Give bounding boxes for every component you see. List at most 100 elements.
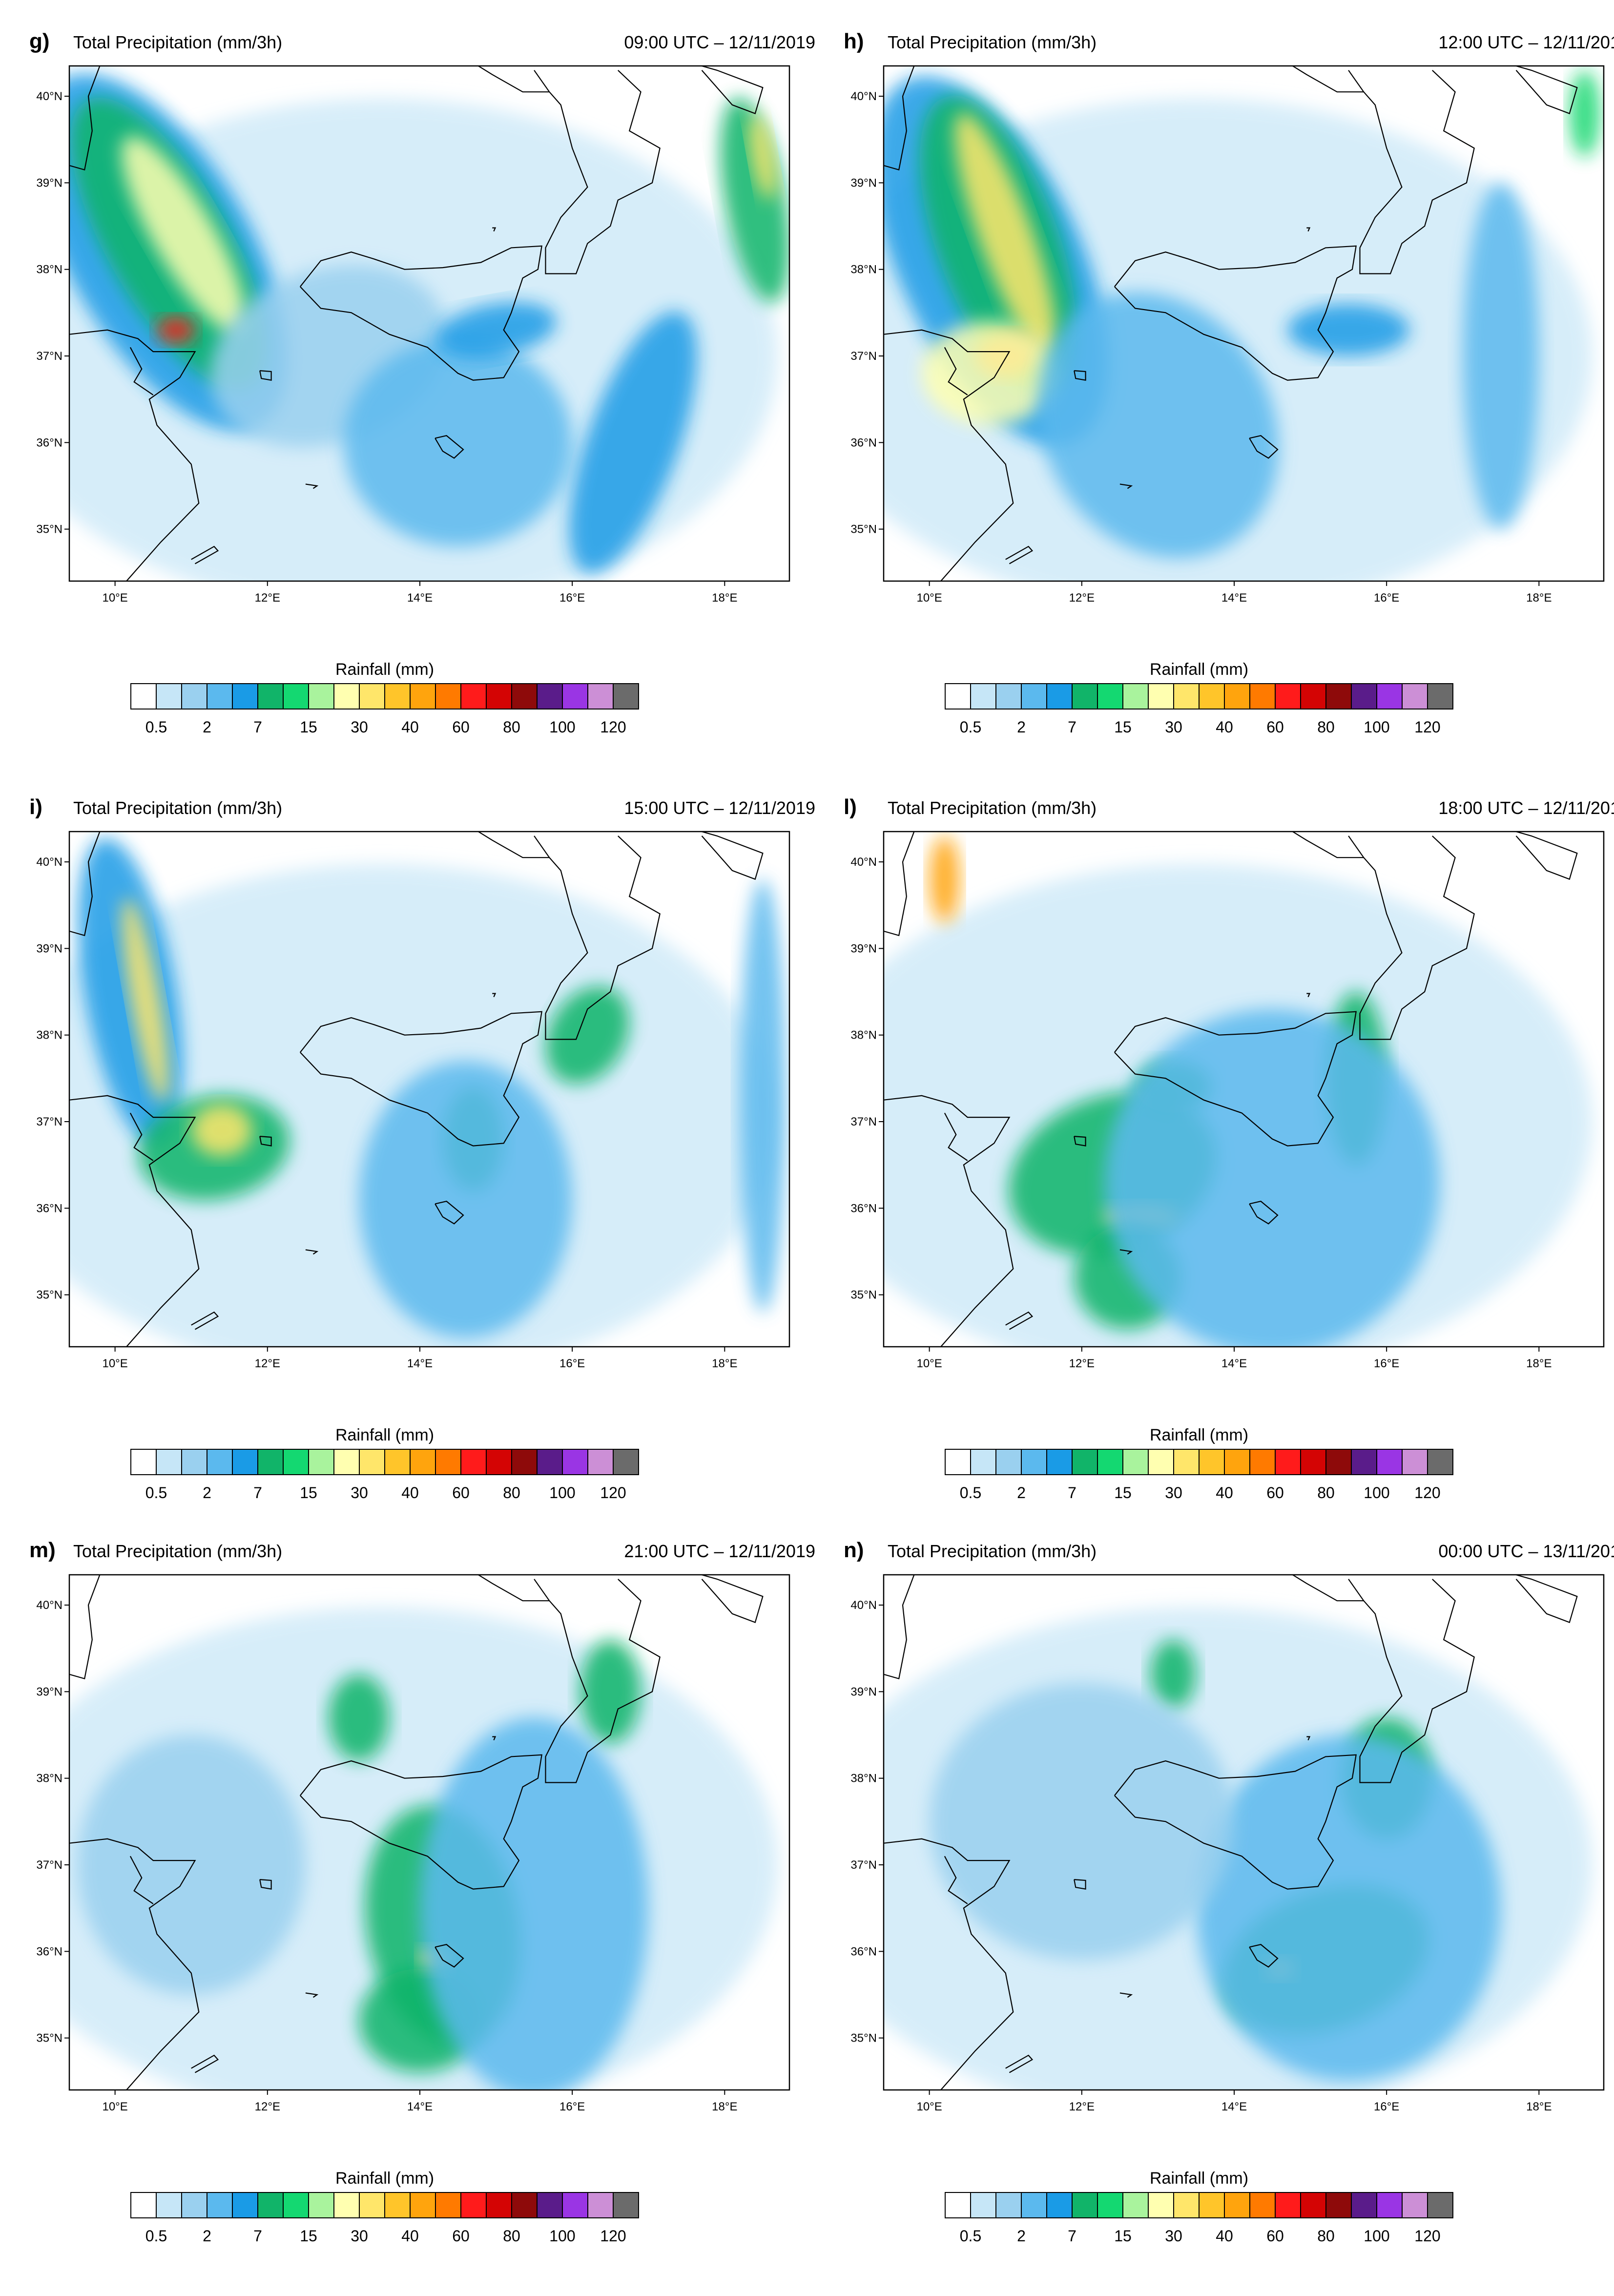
coastlines xyxy=(69,832,764,1347)
lon-label: 16°E xyxy=(1374,591,1399,605)
colorbar-cell xyxy=(410,683,436,710)
colorbar-cell xyxy=(1402,1449,1428,1475)
panel-title: Total Precipitation (mm/3h) xyxy=(888,1541,1097,1561)
panel-letter: l) xyxy=(844,795,857,819)
colorbar-cell xyxy=(486,683,512,710)
colorbar-tick: 60 xyxy=(452,1484,470,1502)
lat-label: 39°N xyxy=(36,1685,62,1698)
colorbar-cell xyxy=(537,683,563,710)
colorbar-cell xyxy=(232,683,258,710)
lon-label: 18°E xyxy=(1526,1357,1552,1370)
colorbar-tick: 120 xyxy=(1414,718,1440,736)
colorbar-cell xyxy=(1021,683,1047,710)
colorbar-cell xyxy=(1021,2192,1047,2218)
panel-m: m) Total Precipitation (mm/3h) 21:00 UTC… xyxy=(29,1538,820,2290)
colorbar-tick: 100 xyxy=(549,2227,575,2245)
lat-label: 36°N xyxy=(850,436,877,449)
colorbar-cell xyxy=(130,683,157,710)
colorbar-tick: 120 xyxy=(600,1484,626,1502)
lat-label: 38°N xyxy=(36,1029,62,1042)
colorbar-tick: 100 xyxy=(549,718,575,736)
panel-i: i) Total Precipitation (mm/3h) 15:00 UTC… xyxy=(29,795,820,1547)
colorbar-tick: 30 xyxy=(351,2227,368,2245)
map-frame xyxy=(883,65,1605,582)
colorbar-cell xyxy=(333,683,360,710)
colorbar-cell xyxy=(460,2192,487,2218)
lat-label: 40°N xyxy=(850,856,877,869)
panel-letter: m) xyxy=(29,1538,56,1562)
colorbar-cell xyxy=(995,2192,1022,2218)
lon-label: 12°E xyxy=(255,2100,280,2113)
colorbar-cell xyxy=(486,2192,512,2218)
lat-label: 38°N xyxy=(36,1772,62,1785)
colorbar-tick: 40 xyxy=(1216,1484,1233,1502)
colorbar-cell xyxy=(181,683,207,710)
colorbar-cell xyxy=(308,2192,334,2218)
colorbar-title: Rainfall (mm) xyxy=(335,660,434,679)
colorbar-tick: 2 xyxy=(1017,2227,1026,2245)
panel-title: Total Precipitation (mm/3h) xyxy=(73,1541,283,1561)
colorbar-cell xyxy=(1325,1449,1352,1475)
colorbar-cell xyxy=(1249,1449,1276,1475)
lon-label: 10°E xyxy=(916,1357,942,1370)
colorbar-tick: 0.5 xyxy=(145,2227,167,2245)
lon-label: 12°E xyxy=(1069,2100,1095,2113)
precipitation-map: 40°N 39°N 38°N 37°N 36°N 35°N 10°E 12°E 14°E 16°E… xyxy=(36,1574,790,2245)
colorbar-cell xyxy=(1148,2192,1174,2218)
colorbar-cell xyxy=(460,1449,487,1475)
colorbar-cell xyxy=(257,2192,284,2218)
colorbar-cell xyxy=(283,1449,309,1475)
panel-time: 18:00 UTC – 12/11/2019 xyxy=(1438,798,1614,818)
lon-label: 14°E xyxy=(1221,591,1247,605)
colorbar-tick: 2 xyxy=(203,718,211,736)
colorbar-cell xyxy=(181,2192,207,2218)
colorbar-cell xyxy=(1300,1449,1326,1475)
panel-n: n) Total Precipitation (mm/3h) 00:00 UTC… xyxy=(844,1538,1614,2290)
colorbar-tick: 15 xyxy=(1114,718,1132,736)
map-frame xyxy=(68,65,790,582)
lat-label: 40°N xyxy=(850,1599,877,1612)
colorbar-cell xyxy=(333,2192,360,2218)
colorbar-cell xyxy=(1173,2192,1200,2218)
colorbar-cell xyxy=(587,683,614,710)
colorbar-cell xyxy=(562,683,588,710)
colorbar-tick: 7 xyxy=(1068,1484,1076,1502)
colorbar-cell xyxy=(1427,2192,1453,2218)
panel-time: 21:00 UTC – 12/11/2019 xyxy=(624,1541,815,1561)
lat-label: 35°N xyxy=(850,2032,877,2045)
lat-label: 36°N xyxy=(36,1202,62,1215)
colorbar-cell xyxy=(359,2192,385,2218)
colorbar-cell xyxy=(1072,2192,1098,2218)
lon-label: 10°E xyxy=(102,2100,127,2113)
colorbar-cell xyxy=(1249,2192,1276,2218)
lon-label: 18°E xyxy=(712,2100,737,2113)
colorbar-tick: 2 xyxy=(1017,718,1026,736)
colorbar-tick: 60 xyxy=(1266,718,1284,736)
lon-label: 14°E xyxy=(407,591,433,605)
colorbar-cell xyxy=(435,2192,461,2218)
lat-label: 37°N xyxy=(850,350,877,363)
lon-label: 10°E xyxy=(916,591,942,605)
colorbar-cell xyxy=(1376,2192,1403,2218)
rain-field xyxy=(69,1575,789,2090)
colorbar-cell xyxy=(410,2192,436,2218)
colorbar-cell xyxy=(257,683,284,710)
lat-label: 37°N xyxy=(36,1115,62,1128)
lon-label: 14°E xyxy=(1221,1357,1247,1370)
colorbar-cell xyxy=(1224,2192,1250,2218)
colorbar-cell xyxy=(1376,1449,1403,1475)
lat-label: 37°N xyxy=(36,1858,62,1872)
panel-letter: g) xyxy=(29,29,50,53)
colorbar-cell xyxy=(1046,683,1073,710)
lat-label: 36°N xyxy=(850,1945,877,1958)
lat-label: 38°N xyxy=(36,263,62,276)
lat-label: 35°N xyxy=(850,523,877,536)
precipitation-map: 40°N 39°N 38°N 37°N 36°N 35°N 10°E 12°E 14°E 16°E… xyxy=(850,1574,1605,2245)
colorbar-tick: 7 xyxy=(253,1484,262,1502)
colorbar-cell xyxy=(1300,683,1326,710)
colorbar-tick: 2 xyxy=(203,1484,211,1502)
precipitation-map: 40°N 39°N 38°N 37°N 36°N 35°N 10°E 12°E 14°E 16°E… xyxy=(36,831,790,1502)
colorbar-cell xyxy=(1122,2192,1149,2218)
colorbar-cell xyxy=(1199,2192,1225,2218)
lon-label: 16°E xyxy=(559,1357,585,1370)
